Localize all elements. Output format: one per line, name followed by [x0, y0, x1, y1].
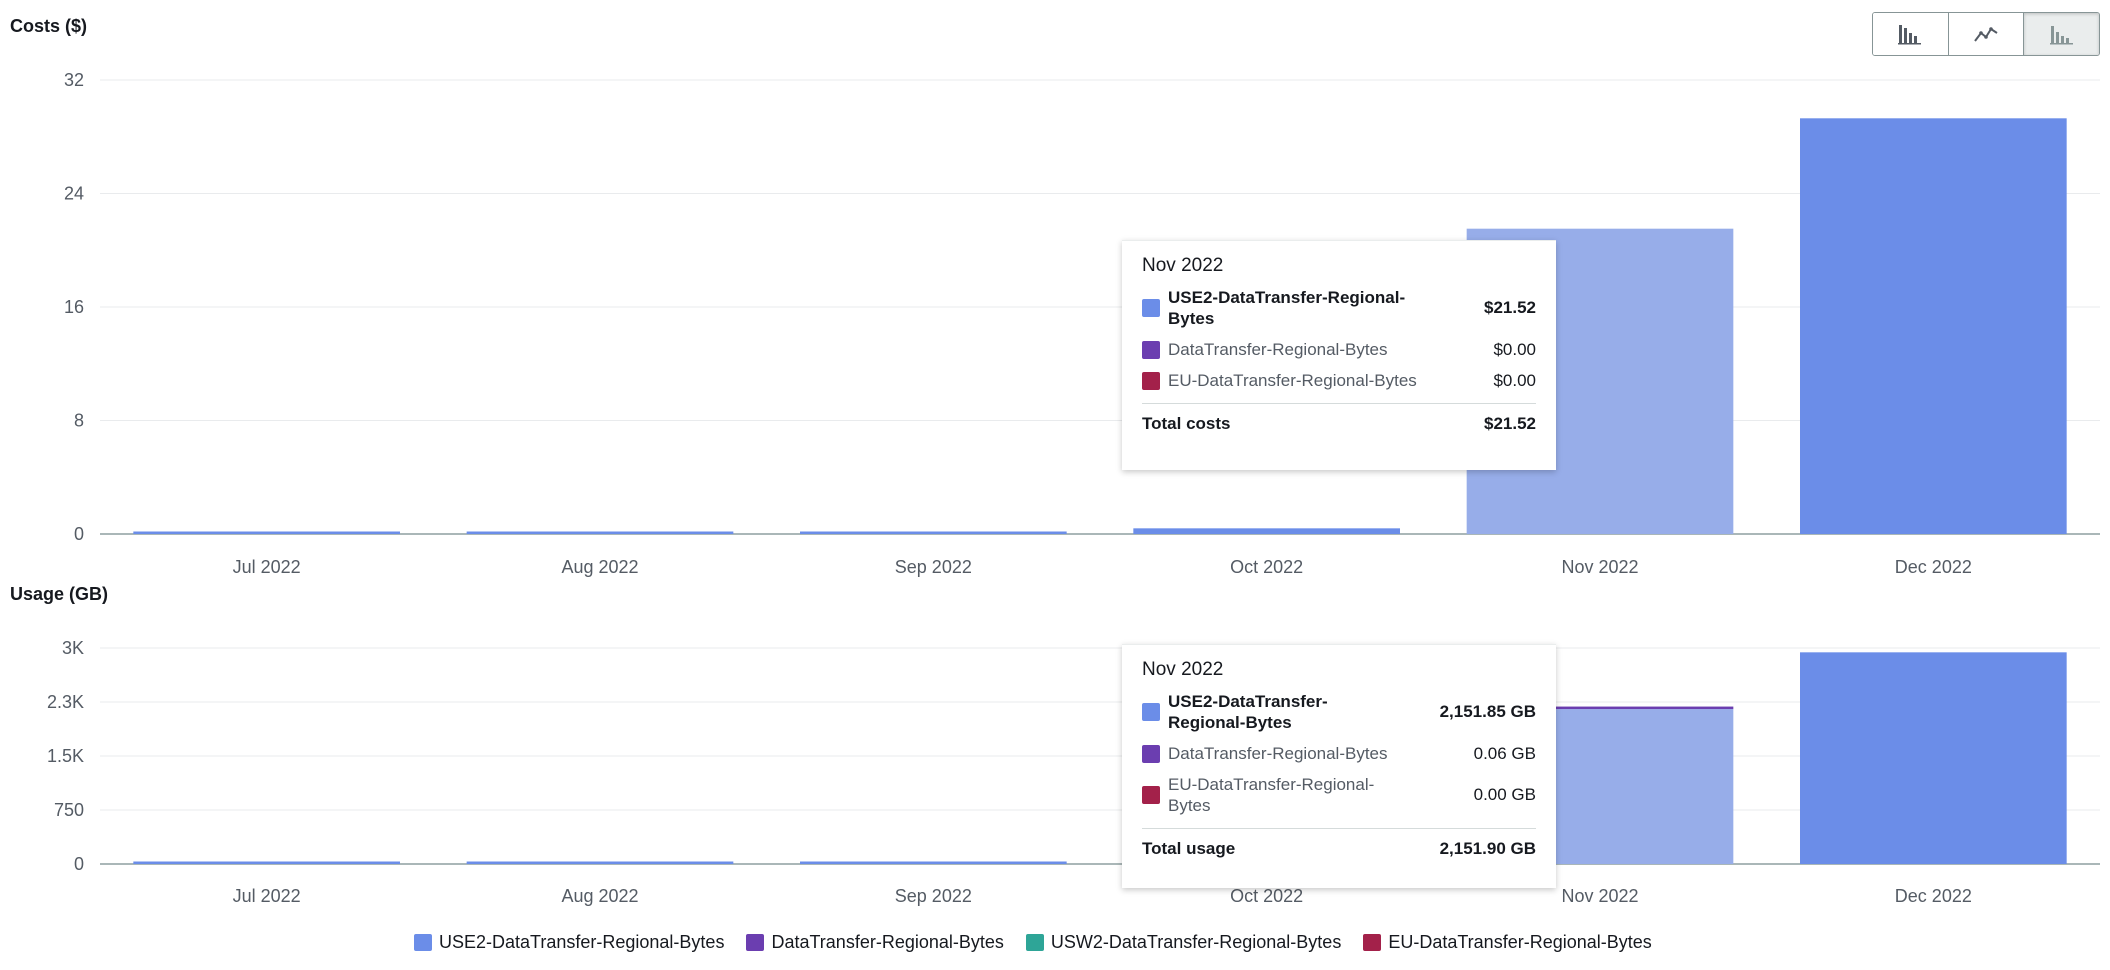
- bar: [1466, 706, 1734, 710]
- tooltip-series-value: $21.52: [1484, 298, 1536, 317]
- tooltip-total-row: Total costs $21.52: [1142, 414, 1536, 434]
- tooltip-series-name: DataTransfer-Regional-Bytes: [1168, 340, 1388, 359]
- x-tick-label: Jul 2022: [233, 557, 301, 577]
- tooltip-total-value: 2,151.90 GB: [1439, 839, 1536, 858]
- bar: [800, 861, 1067, 864]
- series-swatch: [1142, 703, 1160, 721]
- x-tick-label: Sep 2022: [895, 886, 972, 906]
- y-tick-label: 0: [74, 854, 84, 874]
- line-chart-icon: [1974, 27, 1998, 42]
- usage-chart-title: Usage (GB): [10, 584, 109, 604]
- x-tick-label: Nov 2022: [1561, 557, 1638, 577]
- series-swatch: [1142, 744, 1160, 763]
- tooltip-series-name: USE2-DataTransfer-Regional-Bytes: [1168, 692, 1328, 732]
- legend-swatch: [746, 934, 765, 951]
- tooltip-header: Nov 2022: [1142, 255, 1224, 276]
- chart-legend: USE2-DataTransfer-Regional-Bytes DataTra…: [414, 932, 1652, 953]
- stacked-bar-chart-button[interactable]: [2024, 13, 2099, 55]
- series-swatch: [1142, 371, 1160, 390]
- y-tick-label: 24: [64, 184, 84, 204]
- legend-item-datatransfer[interactable]: DataTransfer-Regional-Bytes: [746, 932, 1004, 953]
- stacked-bar-chart-icon: [2049, 26, 2073, 45]
- tooltip-row: DataTransfer-Regional-Bytes $0.00: [1142, 339, 1536, 360]
- y-tick-label: 0: [74, 524, 84, 544]
- usage-bar-chart: 0 750 1.5K 2.3K 3K Jul 2022 Aug 2022 Sep 2022 Oc…: [47, 638, 2100, 906]
- tooltip-row: USE2-DataTransfer-Regional-Bytes $21.52: [1142, 287, 1536, 329]
- y-tick-label: 1.5K: [47, 746, 84, 766]
- legend-swatch: [1025, 934, 1044, 951]
- tooltip-row: USE2-DataTransfer-Regional-Bytes 2,151.8…: [1142, 691, 1536, 733]
- x-tick-label: Sep 2022: [895, 557, 972, 577]
- legend-swatch: [1363, 934, 1382, 951]
- tooltip-series-value: 0.00 GB: [1473, 785, 1536, 804]
- tooltip-series-value: 2,151.85 GB: [1439, 702, 1536, 721]
- y-tick-label: 750: [54, 800, 84, 820]
- usage-tooltip: Nov 2022 USE2-DataTransfer-Regional-Byte…: [1122, 644, 1556, 888]
- legend-label: USE2-DataTransfer-Regional-Bytes: [439, 932, 725, 952]
- bar: [1800, 652, 2067, 864]
- y-tick-label: 32: [64, 70, 84, 90]
- tooltip-total-label: Total usage: [1142, 839, 1236, 858]
- bar-chart-button[interactable]: [1873, 13, 1949, 55]
- series-swatch: [1142, 299, 1160, 317]
- y-tick-label: 8: [74, 411, 84, 431]
- y-tick-label: 3K: [62, 638, 84, 658]
- tooltip-series-name: EU-DataTransfer-Regional-Bytes: [1168, 371, 1417, 390]
- x-tick-label: Oct 2022: [1230, 886, 1303, 906]
- legend-item-eu[interactable]: EU-DataTransfer-Regional-Bytes: [1363, 932, 1652, 953]
- bar: [800, 531, 1067, 534]
- tooltip-total-value: $21.52: [1484, 414, 1536, 433]
- x-tick-label: Oct 2022: [1230, 557, 1303, 577]
- tooltip-divider: [1142, 828, 1536, 829]
- tooltip-divider: [1142, 403, 1536, 404]
- tooltip-row: DataTransfer-Regional-Bytes 0.06 GB: [1142, 743, 1536, 764]
- x-tick-label: Jul 2022: [233, 886, 301, 906]
- tooltip-series-value: $0.00: [1493, 370, 1536, 390]
- x-tick-label: Dec 2022: [1895, 886, 1972, 906]
- tooltip-total-label: Total costs: [1142, 414, 1231, 433]
- y-tick-label: 2.3K: [47, 692, 84, 712]
- y-tick-label: 16: [64, 297, 84, 317]
- bar: [133, 861, 401, 864]
- tooltip-total-row: Total usage 2,151.90 GB: [1142, 839, 1536, 859]
- costs-bar-chart: 0 8 16 24 32 Jul 2022 Aug 2022 Sep 2022 Oct 2022…: [64, 70, 2100, 577]
- x-tick-label: Aug 2022: [561, 886, 638, 906]
- bar-chart-icon: [1898, 25, 1922, 45]
- tooltip-series-value: 0.06 GB: [1473, 743, 1536, 763]
- tooltip-row: EU-DataTransfer-Regional-Bytes 0.00 GB: [1142, 774, 1536, 816]
- bar: [133, 531, 401, 534]
- bar: [1800, 118, 2067, 535]
- line-chart-button[interactable]: [1948, 13, 2025, 55]
- tooltip-series-name: EU-DataTransfer-Regional-Bytes: [1168, 775, 1375, 815]
- tooltip-row: EU-DataTransfer-Regional-Bytes $0.00: [1142, 370, 1536, 391]
- tooltip-series-name: DataTransfer-Regional-Bytes: [1168, 744, 1388, 763]
- legend-label: EU-DataTransfer-Regional-Bytes: [1388, 932, 1652, 952]
- x-tick-label: Nov 2022: [1561, 886, 1638, 906]
- series-swatch: [1142, 340, 1160, 359]
- series-swatch: [1142, 786, 1160, 804]
- tooltip-series-value: $0.00: [1493, 339, 1536, 359]
- bar: [466, 531, 734, 534]
- bar: [1133, 528, 1400, 534]
- chart-type-toggle: [1872, 12, 2100, 56]
- x-tick-label: Aug 2022: [561, 557, 638, 577]
- legend-swatch: [414, 934, 432, 951]
- tooltip-header: Nov 2022: [1142, 659, 1224, 680]
- legend-label: USW2-DataTransfer-Regional-Bytes: [1050, 932, 1342, 952]
- tooltip-series-name: USE2-DataTransfer-Regional-Bytes: [1168, 288, 1406, 328]
- legend-item-use2[interactable]: USE2-DataTransfer-Regional-Bytes: [414, 932, 724, 953]
- bar: [466, 861, 734, 864]
- legend-label: DataTransfer-Regional-Bytes: [771, 932, 1004, 952]
- x-tick-label: Dec 2022: [1895, 557, 1972, 577]
- costs-tooltip: Nov 2022 USE2-DataTransfer-Regional-Byte…: [1122, 240, 1556, 470]
- costs-chart-title: Costs ($): [10, 16, 88, 36]
- legend-item-usw2[interactable]: USW2-DataTransfer-Regional-Bytes: [1025, 932, 1342, 953]
